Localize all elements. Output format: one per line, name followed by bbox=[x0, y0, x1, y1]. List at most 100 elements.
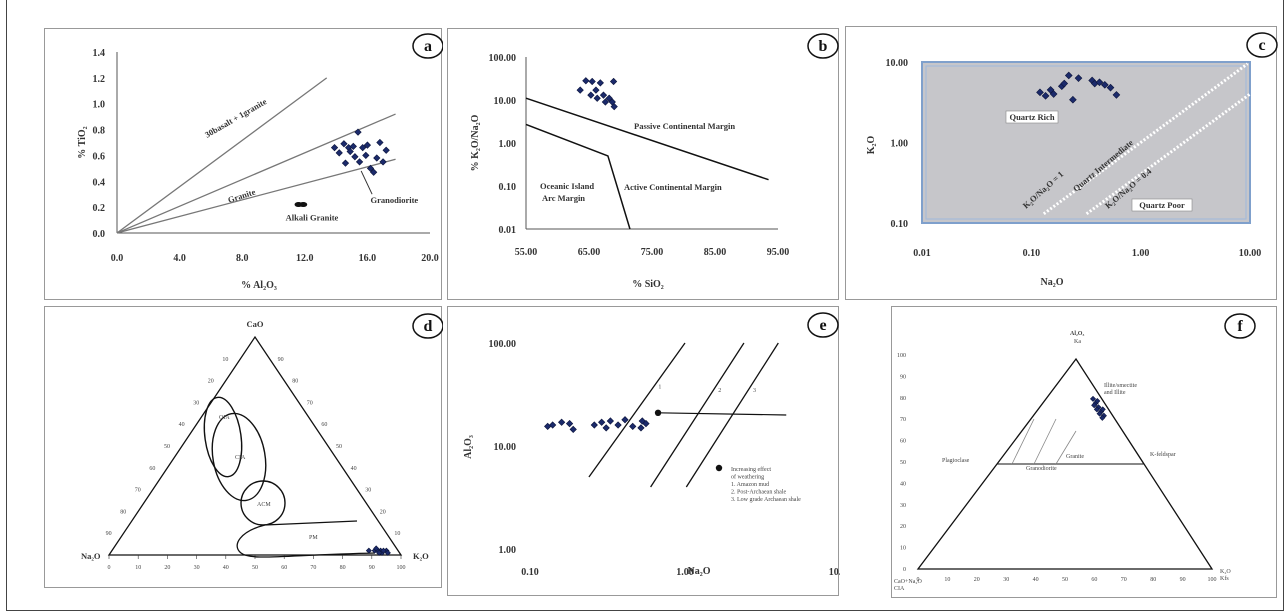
data-point bbox=[598, 418, 606, 426]
weathering-arrow bbox=[658, 412, 787, 416]
base-tick-label: 0 bbox=[917, 577, 920, 583]
data-point bbox=[569, 425, 577, 434]
left-scale-label: 0 bbox=[903, 567, 906, 573]
chart-panel-f: 0 10 20 30 40 50 60 70 80 90 100 100 90 80 70 60 50 40 30 2… bbox=[891, 306, 1277, 598]
panel-label-d: d bbox=[424, 318, 433, 335]
data-point bbox=[373, 545, 380, 552]
data-point bbox=[602, 424, 610, 432]
data-point bbox=[1093, 406, 1100, 413]
data-point bbox=[593, 94, 601, 102]
base-tick-label: 40 bbox=[1033, 577, 1039, 583]
field-label-arc-margin: Arc Margin bbox=[542, 193, 585, 203]
data-point bbox=[1094, 397, 1101, 405]
panel-label-f-ring bbox=[1224, 313, 1256, 339]
right-tick-label: 90 bbox=[278, 357, 284, 363]
base-tick-label: 90 bbox=[1180, 577, 1186, 583]
data-point bbox=[1069, 95, 1077, 104]
data-point bbox=[609, 77, 618, 86]
line-label-basalt-granite: 30basalt + 1granite bbox=[203, 96, 268, 140]
right-tick-label: 50 bbox=[336, 444, 342, 450]
panel-label-b: b bbox=[819, 38, 828, 55]
panel-label-a: a bbox=[424, 38, 432, 55]
data-point bbox=[576, 86, 584, 94]
data-point bbox=[346, 147, 354, 156]
data-point bbox=[376, 138, 384, 147]
y-tick-label: 1.0 bbox=[93, 100, 106, 111]
base-tick-label: 70 bbox=[310, 565, 316, 571]
field-label-pm: PM bbox=[309, 535, 318, 541]
data-point bbox=[1064, 71, 1073, 80]
data-point bbox=[565, 419, 574, 428]
data-point bbox=[365, 547, 372, 554]
data-point bbox=[606, 417, 614, 425]
x-tick-label: 0.10 bbox=[1023, 248, 1041, 259]
data-point bbox=[590, 421, 598, 429]
y-tick-label: 100.00 bbox=[489, 339, 517, 350]
base-tick-label: 60 bbox=[1091, 577, 1097, 583]
base-tick-label: 0 bbox=[108, 565, 111, 571]
panel-label-e-ring bbox=[807, 312, 839, 338]
base-tick-label: 60 bbox=[281, 565, 287, 571]
field-label-cia: CIA bbox=[235, 455, 246, 461]
base-tick-label: 70 bbox=[1121, 577, 1127, 583]
data-point bbox=[362, 151, 370, 160]
plot-area-inner bbox=[925, 65, 1247, 220]
data-point bbox=[299, 202, 308, 208]
left-tick-label: 30 bbox=[193, 400, 199, 406]
base-tick-label: 100 bbox=[397, 565, 406, 571]
data-point bbox=[1100, 81, 1109, 89]
data-point bbox=[592, 86, 600, 94]
apex-label-top: CaO bbox=[247, 319, 264, 329]
chart-panel-a: 0.0 4.0 8.0 12.0 16.0 20.0 0.0 0.2 0.4 0.6 0.8 1.0 1… bbox=[44, 28, 443, 300]
base-tick-label: 50 bbox=[252, 565, 258, 571]
right-tick-label: 80 bbox=[292, 379, 298, 385]
y-tick-label: 0.4 bbox=[93, 177, 106, 188]
boundary-line bbox=[525, 123, 631, 230]
y-tick-label: 10.00 bbox=[886, 58, 909, 69]
panel-label-b-ring bbox=[807, 33, 839, 59]
data-point bbox=[1060, 79, 1069, 88]
y-tick-label: 0.0 bbox=[93, 229, 106, 240]
x-tick-label: 1.00 bbox=[1132, 248, 1150, 259]
apex-label-top: Al₂O₃ bbox=[1070, 331, 1084, 337]
x-tick-label: 0.10 bbox=[521, 567, 539, 578]
data-point bbox=[373, 154, 381, 162]
base-tick-label: 20 bbox=[974, 577, 980, 583]
x-axis-title: Na₂O bbox=[1041, 277, 1064, 288]
reference-line bbox=[116, 113, 396, 234]
x-tick-label: 1.00 bbox=[676, 567, 694, 578]
data-point bbox=[380, 547, 387, 554]
annotation-box-quartz-poor bbox=[1131, 198, 1193, 212]
data-point bbox=[599, 91, 608, 99]
left-scale-label: 70 bbox=[900, 417, 906, 423]
annotation-granodiorite: Granodiorite bbox=[371, 195, 419, 205]
right-tick-label: 20 bbox=[380, 509, 386, 515]
data-point bbox=[354, 128, 362, 136]
x-tick-label: 85.00 bbox=[704, 247, 727, 258]
x-tick-label: 75.00 bbox=[641, 247, 664, 258]
trend-label: 2 bbox=[718, 388, 721, 394]
y-axis-title: Al₂O₃ bbox=[463, 435, 474, 459]
apex-label-left: Na₂O bbox=[81, 551, 101, 561]
x-tick-label: 8.0 bbox=[236, 253, 249, 264]
data-point bbox=[349, 142, 357, 151]
plot-area bbox=[921, 61, 1251, 224]
annotation-quartz-rich: Quartz Rich bbox=[1009, 112, 1054, 122]
legend-line: 1. Amazon mud bbox=[731, 482, 769, 488]
trend-arrow bbox=[1011, 418, 1035, 465]
field-pm bbox=[236, 520, 376, 558]
chart-d: 0 10 20 30 40 50 60 70 80 90 100 90 10 80 20 70 30 60 40 50… bbox=[81, 313, 443, 571]
annotation-box-quartz-rich bbox=[1005, 110, 1059, 124]
data-point bbox=[638, 417, 646, 425]
apex-label-left: CaO+Na₂O bbox=[894, 579, 922, 585]
data-point bbox=[1099, 406, 1106, 413]
data-point bbox=[366, 164, 375, 172]
y-tick-label: 10.00 bbox=[494, 96, 517, 107]
data-point bbox=[614, 421, 622, 429]
data-point bbox=[558, 418, 566, 426]
field-label-passive-margin: Passive Continental Margin bbox=[634, 121, 735, 131]
base-tick-label: 20 bbox=[164, 565, 170, 571]
chart-panel-b: 55.00 65.00 75.00 85.00 95.00 100.00 10.00 1.00… bbox=[447, 28, 839, 300]
panel-label-c-ring bbox=[1246, 32, 1278, 58]
data-point bbox=[1099, 414, 1106, 421]
